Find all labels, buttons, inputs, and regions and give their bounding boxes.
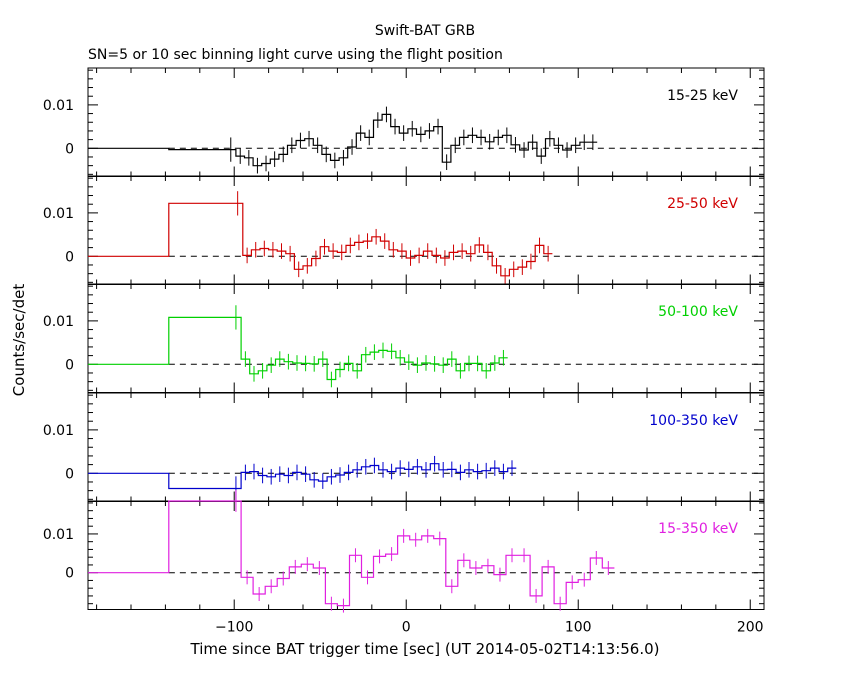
series-label: 100-350 keV [649, 413, 738, 429]
y-axis-label: Counts/sec/det [10, 284, 28, 397]
series-step-line [88, 500, 615, 607]
panel-frame [87, 67, 765, 177]
series-step-line [88, 113, 598, 167]
series-label: 15-350 keV [658, 521, 738, 537]
x-axis-label: Time since BAT trigger time [sec] (UT 20… [190, 640, 660, 658]
panel-1: 0 0.01 15-25 keV [43, 67, 765, 177]
panel-2: 0 0.01 25-50 keV [43, 175, 765, 285]
chart-title: Swift-BAT GRB [375, 23, 475, 39]
panel-frame [87, 175, 765, 285]
y-tick-label: 0.01 [43, 423, 74, 439]
x-tick-label: 100 [565, 620, 592, 636]
series-step-line [88, 463, 517, 490]
panel-frame [87, 500, 765, 610]
y-tick-label: 0 [65, 566, 74, 582]
panels-group: 0 0.01 15-25 keV 0 0.01 25-50 keV 0 0.01 50-100 … [43, 67, 765, 613]
panel-frame [87, 283, 765, 393]
series-label: 50-100 keV [658, 304, 738, 320]
series-label: 25-50 keV [667, 196, 738, 212]
panel-5: 0 0.01 15-350 keV [43, 490, 765, 613]
y-tick-label: 0 [65, 249, 74, 265]
y-tick-label: 0.01 [43, 314, 74, 330]
y-tick-label: 0 [65, 141, 74, 157]
chart-subtitle: SN=5 or 10 sec binning light curve using… [88, 47, 503, 63]
y-tick-label: 0.01 [43, 98, 74, 114]
x-axis: −100 0 100 200 [215, 620, 764, 636]
series-step-line [88, 316, 508, 381]
series-label: 15-25 keV [667, 88, 738, 104]
panel-frame [87, 392, 765, 502]
panel-3: 0 0.01 50-100 keV [43, 283, 765, 393]
x-tick-label: −100 [215, 620, 253, 636]
y-tick-label: 0.01 [43, 527, 74, 543]
y-tick-label: 0 [65, 466, 74, 482]
x-tick-label: 200 [737, 620, 764, 636]
x-tick-label: 0 [402, 620, 411, 636]
series-step-line [88, 202, 553, 277]
y-tick-label: 0 [65, 357, 74, 373]
y-tick-label: 0.01 [43, 206, 74, 222]
panel-4: 0 0.01 100-350 keV [43, 392, 765, 502]
